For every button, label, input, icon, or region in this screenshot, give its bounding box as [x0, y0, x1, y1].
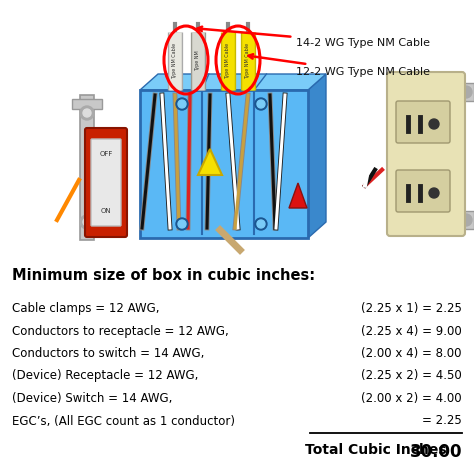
Text: Type NM Cable: Type NM Cable: [246, 43, 250, 79]
FancyBboxPatch shape: [396, 170, 450, 212]
FancyBboxPatch shape: [396, 101, 450, 143]
Circle shape: [80, 106, 94, 120]
Polygon shape: [140, 74, 326, 90]
Bar: [140, 90, 308, 238]
Text: ON: ON: [100, 208, 111, 214]
Circle shape: [460, 214, 472, 226]
Circle shape: [460, 86, 472, 98]
Text: (Device) Receptacle = 12 AWG,: (Device) Receptacle = 12 AWG,: [12, 370, 199, 383]
FancyBboxPatch shape: [85, 128, 127, 237]
Circle shape: [80, 215, 94, 229]
Circle shape: [257, 100, 265, 108]
Circle shape: [83, 218, 91, 226]
Text: 14-2 WG Type NM Cable: 14-2 WG Type NM Cable: [198, 27, 430, 48]
Text: = 2.25: = 2.25: [422, 414, 462, 428]
Text: Cable clamps = 12 AWG,: Cable clamps = 12 AWG,: [12, 302, 159, 315]
Text: Type NM: Type NM: [195, 51, 201, 72]
Circle shape: [429, 119, 439, 129]
Polygon shape: [198, 149, 222, 175]
Circle shape: [255, 98, 267, 110]
Text: (2.25 x 1) = 2.25: (2.25 x 1) = 2.25: [361, 302, 462, 315]
Circle shape: [429, 188, 439, 198]
Circle shape: [257, 220, 265, 228]
Text: Total Cubic Inches: Total Cubic Inches: [305, 443, 447, 457]
Text: (2.25 x 2) = 4.50: (2.25 x 2) = 4.50: [361, 370, 462, 383]
Text: (2.00 x 2) = 4.00: (2.00 x 2) = 4.00: [361, 392, 462, 405]
Bar: [458, 211, 474, 229]
Text: Type NM Cable: Type NM Cable: [226, 43, 230, 79]
Text: (2.00 x 4) = 8.00: (2.00 x 4) = 8.00: [362, 347, 462, 360]
Bar: [80, 95, 94, 240]
Bar: [458, 83, 474, 101]
Circle shape: [178, 220, 186, 228]
Text: Conductors to receptacle = 12 AWG,: Conductors to receptacle = 12 AWG,: [12, 325, 229, 337]
Polygon shape: [289, 183, 307, 208]
Text: (Device) Switch = 14 AWG,: (Device) Switch = 14 AWG,: [12, 392, 173, 405]
Text: EGC’s, (All EGC count as 1 conductor): EGC’s, (All EGC count as 1 conductor): [12, 414, 235, 428]
Bar: [72, 99, 102, 109]
Text: 12-2 WG Type NM Cable: 12-2 WG Type NM Cable: [248, 54, 430, 77]
Text: Conductors to switch = 14 AWG,: Conductors to switch = 14 AWG,: [12, 347, 204, 360]
Circle shape: [178, 100, 186, 108]
Polygon shape: [308, 74, 326, 238]
Circle shape: [83, 109, 91, 117]
Text: OFF: OFF: [100, 151, 113, 157]
Text: Type NM Cable: Type NM Cable: [173, 43, 177, 79]
FancyBboxPatch shape: [91, 139, 121, 226]
Text: (2.25 x 4) = 9.00: (2.25 x 4) = 9.00: [361, 325, 462, 337]
Circle shape: [255, 218, 267, 230]
FancyBboxPatch shape: [387, 72, 465, 236]
Circle shape: [176, 218, 188, 230]
Text: Minimum size of box in cubic inches:: Minimum size of box in cubic inches:: [12, 268, 315, 283]
Circle shape: [176, 98, 188, 110]
Text: 30.00: 30.00: [410, 443, 462, 461]
